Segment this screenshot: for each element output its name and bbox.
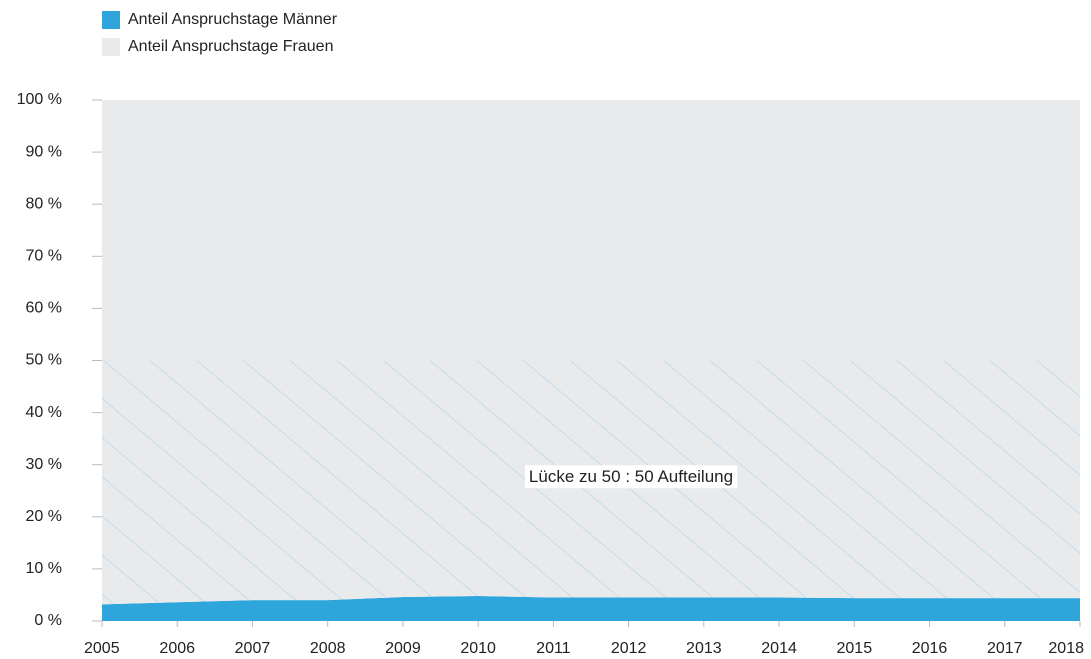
x-tick-label: 2015 <box>837 640 873 657</box>
x-tick-label: 2011 <box>536 640 571 657</box>
y-tick-label: 50 % <box>26 352 62 369</box>
y-tick-label: 90 % <box>26 143 62 160</box>
x-tick-label: 2017 <box>987 640 1023 657</box>
legend-label: Anteil Anspruchstage Frauen <box>128 38 333 55</box>
annotation: Lücke zu 50 : 50 Aufteilung <box>529 467 733 486</box>
x-tick-label: 2016 <box>912 640 948 657</box>
legend-label: Anteil Anspruchstage Männer <box>128 11 338 28</box>
y-tick-label: 60 % <box>26 300 62 317</box>
legend-swatch <box>102 11 120 29</box>
x-tick-label: 2014 <box>761 640 797 657</box>
y-tick-label: 40 % <box>26 404 62 421</box>
x-tick-label: 2008 <box>310 640 346 657</box>
x-tick-label: 2013 <box>686 640 722 657</box>
y-tick-label: 80 % <box>26 195 62 212</box>
x-tick-label: 2006 <box>159 640 195 657</box>
x-tick-label: 2012 <box>611 640 647 657</box>
y-tick-label: 0 % <box>34 612 62 629</box>
annotation-bg <box>524 465 738 489</box>
y-tick-label: 20 % <box>26 508 62 525</box>
y-tick-label: 10 % <box>26 560 62 577</box>
x-tick-label: 2007 <box>235 640 271 657</box>
legend-swatch <box>102 38 120 56</box>
y-tick-label: 70 % <box>26 248 62 265</box>
y-tick-label: 100 % <box>17 91 62 108</box>
area <box>102 595 1080 621</box>
x-tick-label: 2018 <box>1048 640 1084 657</box>
y-tick-label: 30 % <box>26 456 62 473</box>
x-tick-label: 2009 <box>385 640 421 657</box>
x-tick-label: 2010 <box>460 640 496 657</box>
x-tick-label: 2005 <box>84 640 120 657</box>
